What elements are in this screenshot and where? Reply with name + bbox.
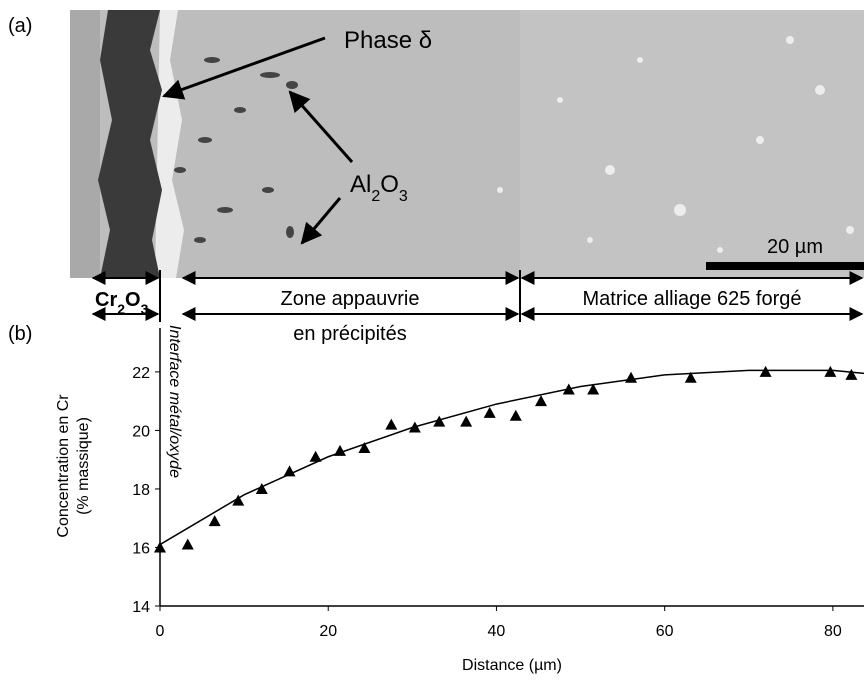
data-point <box>845 368 858 380</box>
data-point <box>483 406 496 418</box>
data-point <box>208 515 221 527</box>
data-point <box>433 415 446 427</box>
interface-label: Interface métal/oxyde <box>166 325 183 478</box>
data-point <box>535 395 548 407</box>
scale-bar-label: 20 µm <box>767 236 823 258</box>
y-tick-label: 22 <box>132 365 150 382</box>
x-axis-label: Distance (µm) <box>462 657 562 674</box>
text-part: Cr <box>95 289 117 311</box>
text-part: 2 <box>117 301 125 317</box>
data-point <box>255 482 268 494</box>
oxide-zone-label: Cr2O3 <box>95 289 149 317</box>
data-point <box>824 365 837 377</box>
data-point <box>759 365 772 377</box>
zone-label: Matrice alliage 625 forgé <box>582 288 801 310</box>
panel-label: (a) <box>8 15 32 37</box>
inclusion-label: Al2O3 <box>350 171 408 205</box>
y-tick-label: 18 <box>132 482 150 499</box>
fit-curve <box>159 369 864 546</box>
data-point <box>309 450 322 462</box>
phase-label: Phase δ <box>344 27 432 54</box>
y-axis-label: Concentration en Cr <box>55 394 72 538</box>
x-tick-label: 20 <box>319 623 337 640</box>
data-point <box>509 409 522 421</box>
data-point <box>587 383 600 395</box>
x-tick-label: 40 <box>488 623 506 640</box>
micrograph <box>70 10 864 278</box>
data-point <box>460 415 473 427</box>
data-point <box>385 418 398 430</box>
text-part: O <box>125 289 141 311</box>
data-point <box>181 538 194 550</box>
data-point <box>358 441 371 453</box>
data-point <box>625 371 638 383</box>
zone-arrows <box>91 270 864 322</box>
x-tick-label: 80 <box>824 623 842 640</box>
panel-label: (b) <box>8 323 32 345</box>
y-tick-label: 16 <box>132 540 150 557</box>
x-tick-label: 0 <box>156 623 165 640</box>
data-point <box>154 541 166 553</box>
data-point <box>232 494 245 506</box>
data-point <box>684 371 697 383</box>
text-part: 2 <box>371 188 380 205</box>
text-part: 3 <box>141 301 149 317</box>
text-part: O <box>380 171 399 198</box>
text-part: 3 <box>399 188 408 205</box>
text-part: Al <box>350 171 371 198</box>
y-tick-label: 14 <box>132 599 150 616</box>
x-tick-label: 60 <box>656 623 674 640</box>
zone-label: en précipités <box>293 323 406 345</box>
zone-label: Zone appauvrie <box>281 288 420 310</box>
y-tick-label: 20 <box>132 423 150 440</box>
y-axis-label: (% massique) <box>75 417 92 515</box>
